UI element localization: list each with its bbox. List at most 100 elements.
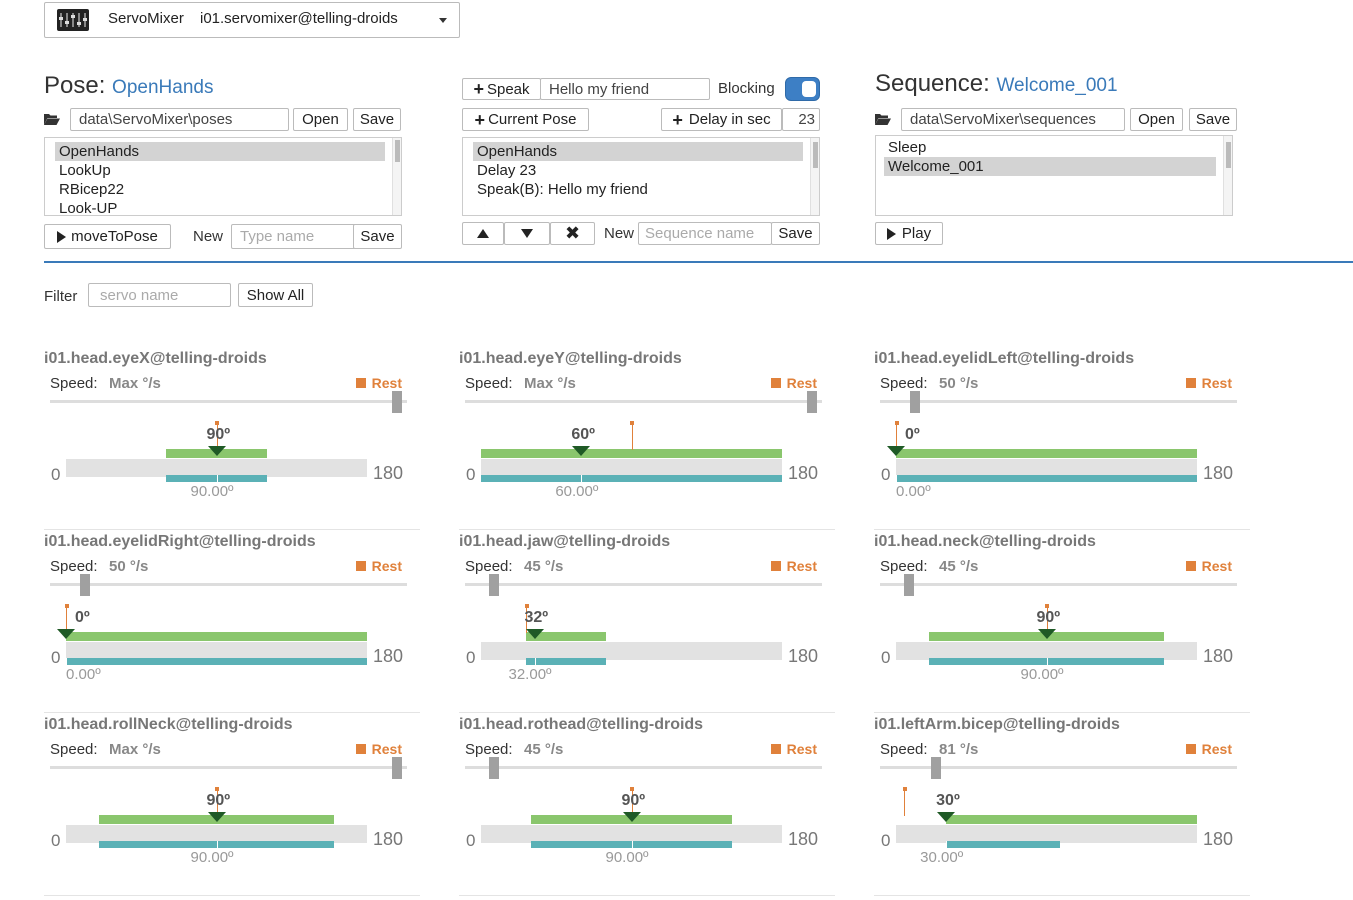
pose-list-item[interactable]: Look-UP bbox=[59, 200, 118, 216]
stop-icon bbox=[770, 378, 781, 388]
filter-label: Filter bbox=[44, 288, 78, 305]
position-slider-track[interactable] bbox=[481, 825, 782, 843]
speak-button[interactable]: + Speak bbox=[462, 78, 541, 100]
position-slider-track[interactable] bbox=[66, 642, 367, 660]
pose-name-input[interactable]: Type name bbox=[231, 224, 356, 249]
sequence-name: Welcome_001 bbox=[996, 75, 1118, 96]
position-slider-track[interactable] bbox=[896, 459, 1197, 477]
play-button[interactable]: Play bbox=[875, 222, 943, 245]
speed-slider-track[interactable] bbox=[465, 766, 822, 769]
target-pointer-icon[interactable] bbox=[937, 812, 956, 822]
sequence-save-button[interactable]: Save bbox=[1189, 108, 1237, 131]
sequence-step-item[interactable]: Speak(B): Hello my friend bbox=[477, 181, 648, 198]
target-pointer-icon[interactable] bbox=[207, 812, 226, 822]
target-pointer-icon[interactable] bbox=[207, 446, 226, 456]
sequence-list-item[interactable]: Sleep bbox=[888, 139, 927, 156]
servo-name: i01.head.jaw@telling-droids bbox=[459, 533, 671, 550]
sequence-directory-input[interactable]: data\ServoMixer\sequences bbox=[901, 108, 1125, 131]
pose-list-scrollbar[interactable] bbox=[392, 138, 401, 215]
current-pose-button[interactable]: + Current Pose bbox=[462, 108, 589, 131]
steps-list-scrollbar[interactable] bbox=[810, 138, 819, 215]
current-position-label: 60.00º bbox=[555, 483, 599, 500]
remove-step-button[interactable]: ✖ bbox=[550, 222, 595, 245]
position-max-label: 180 bbox=[373, 646, 404, 666]
speed-slider-handle[interactable] bbox=[489, 574, 500, 596]
move-to-pose-button[interactable]: moveToPose bbox=[44, 224, 171, 249]
range-bar[interactable] bbox=[896, 449, 1197, 458]
move-down-button[interactable] bbox=[504, 222, 550, 245]
rest-position-dot bbox=[1045, 604, 1049, 608]
pose-list-item[interactable]: OpenHands bbox=[55, 142, 385, 161]
sequence-open-button[interactable]: Open bbox=[1130, 108, 1183, 131]
position-slider-track[interactable] bbox=[66, 459, 367, 477]
position-slider-track[interactable] bbox=[896, 642, 1197, 660]
delay-input[interactable]: 23 bbox=[782, 108, 820, 131]
delay-button[interactable]: + Delay in sec bbox=[661, 108, 782, 131]
position-slider-track[interactable] bbox=[66, 825, 367, 843]
rest-button[interactable]: Rest bbox=[770, 558, 817, 574]
pose-new-save-button[interactable]: Save bbox=[353, 224, 402, 249]
speed-slider-track[interactable] bbox=[465, 400, 822, 403]
speed-slider-track[interactable] bbox=[50, 583, 407, 586]
speed-slider-track[interactable] bbox=[880, 766, 1237, 769]
speed-slider-handle[interactable] bbox=[904, 574, 915, 596]
speed-slider-track[interactable] bbox=[50, 766, 407, 769]
service-selector[interactable]: ServoMixer i01.servomixer@telling-droids bbox=[44, 2, 460, 38]
show-all-button[interactable]: Show All bbox=[238, 283, 313, 307]
speed-slider-track[interactable] bbox=[880, 583, 1237, 586]
pose-name: OpenHands bbox=[112, 77, 214, 98]
sequence-step-item[interactable]: OpenHands bbox=[473, 142, 803, 161]
rest-button[interactable]: Rest bbox=[1185, 558, 1232, 574]
target-pointer-icon[interactable] bbox=[57, 629, 75, 639]
sequence-list-scrollbar[interactable] bbox=[1223, 136, 1232, 215]
speed-slider-handle[interactable] bbox=[909, 391, 920, 413]
target-pointer-icon[interactable] bbox=[572, 446, 591, 456]
speed-slider-handle[interactable] bbox=[392, 757, 402, 779]
rest-button[interactable]: Rest bbox=[355, 558, 402, 574]
rest-button[interactable]: Rest bbox=[355, 741, 402, 757]
pose-directory-input[interactable]: data\ServoMixer\poses bbox=[70, 108, 289, 131]
speed-slider-handle[interactable] bbox=[930, 757, 941, 779]
speed-slider-handle[interactable] bbox=[807, 391, 817, 413]
sequence-list[interactable]: Sleep Welcome_001 bbox=[875, 135, 1233, 216]
range-bar[interactable] bbox=[526, 632, 607, 641]
speed-slider-handle[interactable] bbox=[392, 391, 402, 413]
position-slider-track[interactable] bbox=[481, 642, 782, 660]
position-slider-track[interactable] bbox=[481, 459, 782, 477]
blocking-toggle[interactable] bbox=[785, 77, 820, 101]
speed-slider-track[interactable] bbox=[50, 400, 407, 403]
rest-position-dot bbox=[524, 604, 529, 608]
speed-slider-track[interactable] bbox=[465, 583, 822, 586]
sequence-steps-list[interactable]: OpenHands Delay 23 Speak(B): Hello my frie… bbox=[462, 137, 820, 216]
speak-text-input[interactable]: Hello my friend bbox=[540, 78, 710, 100]
rest-button[interactable]: Rest bbox=[1185, 741, 1232, 757]
speed-slider-handle[interactable] bbox=[79, 574, 90, 596]
speed-slider-track[interactable] bbox=[880, 400, 1237, 403]
rest-button[interactable]: Rest bbox=[770, 375, 817, 391]
sequence-name-input[interactable]: Sequence name bbox=[638, 222, 772, 245]
range-bar[interactable] bbox=[66, 632, 367, 641]
sequence-new-save-button[interactable]: Save bbox=[771, 222, 820, 245]
target-pointer-icon[interactable] bbox=[887, 446, 905, 456]
sequence-list-item[interactable]: Welcome_001 bbox=[884, 157, 1216, 176]
pose-list-item[interactable]: RBicep22 bbox=[59, 181, 125, 198]
target-pointer-icon[interactable] bbox=[622, 812, 641, 822]
speed-slider-handle[interactable] bbox=[489, 757, 500, 779]
pose-save-button[interactable]: Save bbox=[353, 108, 401, 131]
pose-list[interactable]: OpenHands LookUp RBicep22 Look-UP bbox=[44, 137, 402, 216]
sequence-step-item[interactable]: Delay 23 bbox=[477, 162, 537, 179]
pose-open-button[interactable]: Open bbox=[293, 108, 348, 131]
position-slider-track[interactable] bbox=[896, 825, 1197, 843]
range-bar[interactable] bbox=[481, 449, 782, 458]
servo-filter-input[interactable]: servo name bbox=[88, 283, 231, 307]
target-pointer-icon[interactable] bbox=[1037, 629, 1056, 639]
rest-button[interactable]: Rest bbox=[1185, 375, 1232, 391]
rest-button[interactable]: Rest bbox=[770, 741, 817, 757]
range-bar[interactable] bbox=[946, 815, 1197, 824]
target-pointer-icon[interactable] bbox=[525, 629, 544, 639]
rest-position-dot bbox=[215, 421, 219, 425]
pose-list-item[interactable]: LookUp bbox=[59, 162, 111, 179]
chevron-down-icon bbox=[439, 18, 447, 23]
rest-button[interactable]: Rest bbox=[355, 375, 402, 391]
move-up-button[interactable] bbox=[462, 222, 504, 245]
